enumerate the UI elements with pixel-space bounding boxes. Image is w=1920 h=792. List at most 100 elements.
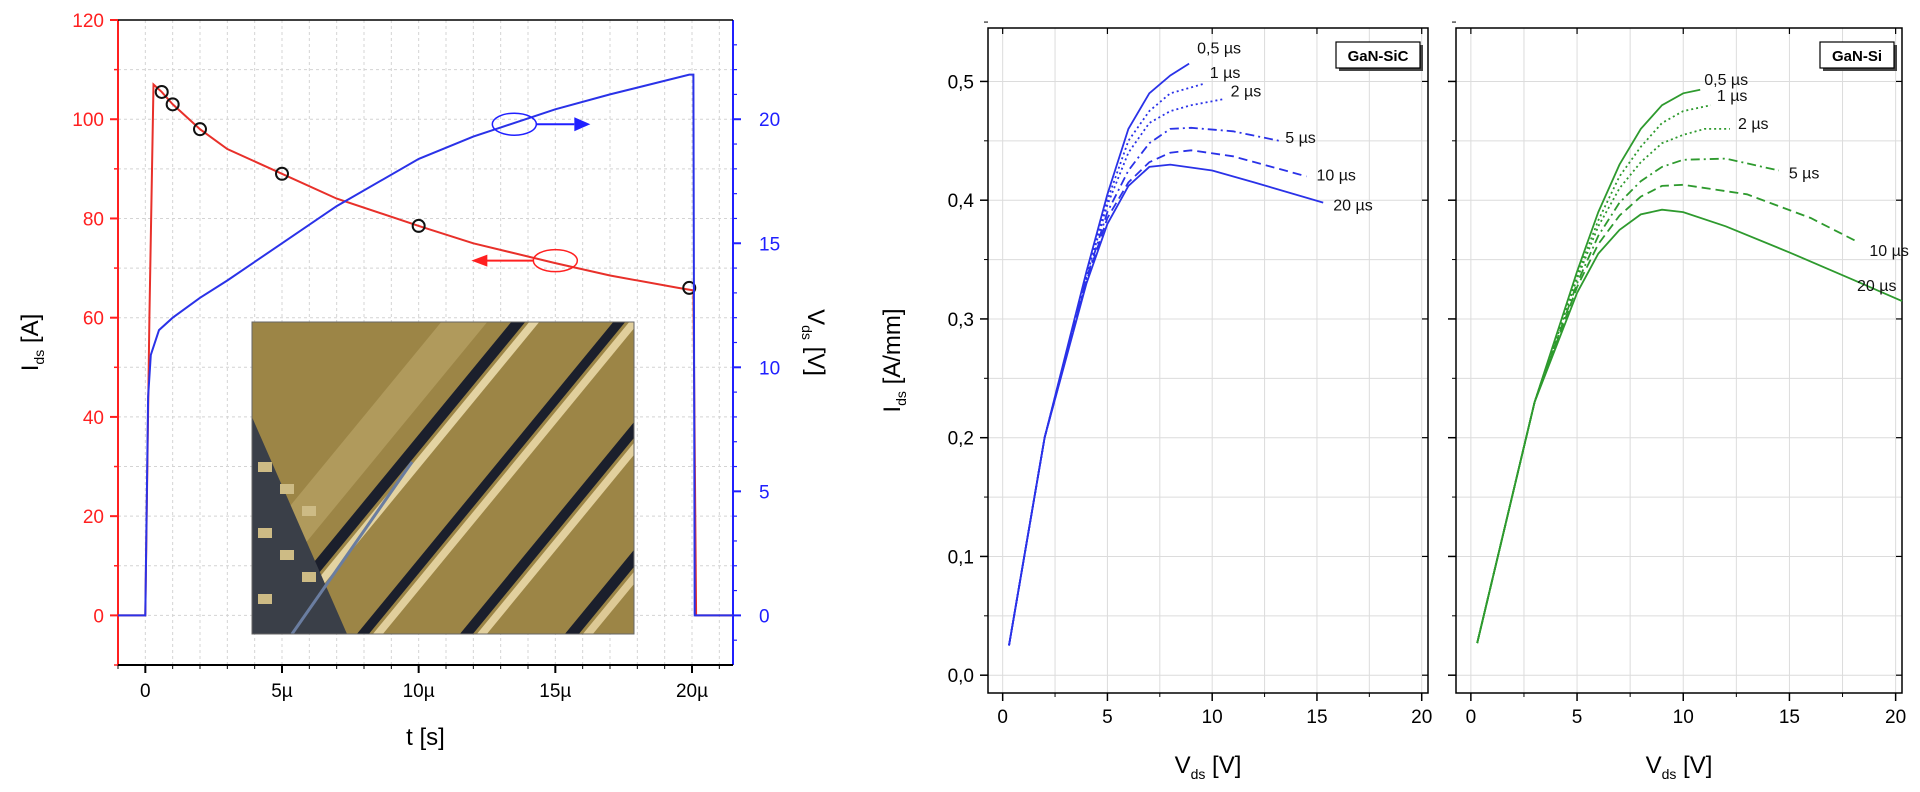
left-axis-title-part-0: I	[17, 365, 44, 372]
series-line	[1008, 98, 1223, 646]
series-line	[1476, 208, 1903, 644]
left-tick-label: 0	[93, 606, 104, 627]
panel-badge-box	[1335, 41, 1421, 69]
series-label: 20 µs	[1333, 198, 1372, 215]
inset-pad	[302, 572, 316, 582]
x-axis-title-part-0: t [s]	[406, 724, 445, 751]
right-axis-title-part-0: V	[802, 309, 829, 325]
panel-badge-label: GaN-SiC	[1348, 48, 1409, 65]
ids-data-marker	[193, 122, 207, 137]
left-tick-label: 100	[72, 110, 104, 131]
inset-band	[356, 322, 626, 634]
right-axis-title-part-1: ds	[799, 325, 815, 340]
series-label: 1 µs	[1717, 88, 1748, 105]
inset-band	[272, 322, 540, 634]
x-tick-label: 10	[1673, 707, 1694, 728]
series-label: 2 µs	[1738, 116, 1769, 133]
inset-micrograph	[252, 322, 634, 634]
series-line	[1008, 163, 1324, 646]
series-line	[1476, 128, 1730, 644]
right-tick-label: 15	[759, 234, 780, 255]
x-axis-title: Vds [V]	[1646, 752, 1713, 782]
x-tick-label: 0	[997, 707, 1008, 728]
inset-pad	[280, 484, 294, 494]
inset-band	[582, 571, 634, 634]
x-axis-title-part-2: [V]	[1205, 752, 1241, 779]
inset-band	[372, 322, 634, 634]
y-tick-label: 0,2	[948, 429, 974, 450]
ids-data-marker	[275, 166, 289, 181]
inset-band	[459, 422, 634, 634]
gan-si-chart: 0 5 10 15 20 0,5 µs1 µs 2 µs 5 µs 10 µs 20 µs GaN-…	[1448, 21, 1909, 782]
series-label: 1 µs	[1210, 65, 1241, 82]
x-tick-label: 5	[1102, 707, 1113, 728]
panel-badge-label: GaN-Si	[1832, 48, 1882, 65]
inset-pad	[280, 550, 294, 560]
inset-pad-region	[252, 417, 347, 634]
gan-sic-chart: 0 5 10 15 20 0,0 0,1 0,2 0,3 0,4 0,5 0,5 µs 1 µs2 µs…	[879, 21, 1432, 782]
left-tick-label: 20	[83, 507, 104, 528]
y-axis-title-part-1: ds	[893, 391, 909, 406]
series-label: 0,5 µs	[1704, 72, 1748, 89]
series-line	[1008, 149, 1307, 646]
series-line	[1008, 126, 1280, 646]
left-tick-label: 40	[83, 408, 104, 429]
x-axis-title-part-2: [V]	[1676, 752, 1712, 779]
y-tick-label: 0,0	[948, 666, 974, 687]
series-label: 5 µs	[1789, 166, 1820, 183]
left-tick-label: 120	[72, 11, 104, 32]
y-tick-label: 0,4	[948, 191, 975, 212]
x-axis-title: Vds [V]	[1175, 752, 1242, 782]
x-axis-title-part-0: V	[1175, 752, 1191, 779]
left-axis-title-part-2: [A]	[17, 314, 44, 350]
left-tick-label: 60	[83, 309, 104, 330]
x-axis-title-part-0: V	[1646, 752, 1662, 779]
y-tick-label: 0,5	[948, 72, 974, 93]
vds-series-line	[118, 73, 733, 617]
x-tick-label: 0	[1466, 707, 1477, 728]
x-axis-title-part-1: ds	[1662, 766, 1677, 782]
grid	[988, 28, 1428, 693]
right-tick-label: 20	[759, 110, 780, 131]
inset-pad	[258, 462, 272, 472]
vds-axis-ellipse	[491, 112, 538, 136]
x-tick-label: 20	[1411, 707, 1432, 728]
inset-pad	[302, 506, 316, 516]
x-tick-label: 20	[1885, 707, 1906, 728]
grid	[1456, 28, 1902, 693]
y-tick-label: 0,1	[948, 547, 974, 568]
inset-band	[564, 549, 634, 634]
plot-frame	[987, 27, 1429, 694]
x-tick-label: 5	[1572, 707, 1583, 728]
series-line	[1476, 88, 1701, 644]
x-tick-label: 15	[1779, 707, 1800, 728]
x-tick-label: 15µ	[539, 681, 571, 702]
x-tick-label: 5µ	[271, 681, 293, 702]
x-tick-label: 15	[1306, 707, 1327, 728]
inset-pad	[258, 594, 272, 604]
series-line	[1476, 183, 1858, 644]
series-line	[1008, 62, 1190, 646]
ids-data-marker	[165, 97, 180, 112]
y-axis-title-part-2: [A/mm]	[879, 308, 906, 391]
right-axis-title-part-2: [V]	[802, 340, 829, 376]
right-tick-label: 5	[759, 482, 770, 503]
series-label: 0,5 µs	[1197, 41, 1241, 58]
x-tick-label: 10	[1202, 707, 1223, 728]
inset-band	[476, 442, 634, 634]
y-axis-title: Ids [A/mm]	[879, 308, 909, 412]
y-axis-title-part-0: I	[879, 406, 906, 413]
x-axis-title: t [s]	[406, 724, 445, 751]
ids-data-marker	[411, 218, 426, 233]
vds-axis-arrow-head	[574, 117, 591, 132]
time-domain-chart: 0 20 40 60 80 100 120 0 5 10 15 20 0 5µ 10µ 15µ 20µ t [s]…	[17, 11, 829, 751]
series-label: 10 µs	[1316, 167, 1355, 184]
left-axis-title: Ids [A]	[17, 314, 47, 371]
plot-frame	[1455, 27, 1903, 694]
x-tick-label: 0	[140, 681, 151, 702]
inset-band	[252, 322, 488, 609]
right-tick-label: 10	[759, 358, 780, 379]
y-tick-label: 0,3	[948, 310, 974, 331]
left-tick-label: 80	[83, 209, 104, 230]
